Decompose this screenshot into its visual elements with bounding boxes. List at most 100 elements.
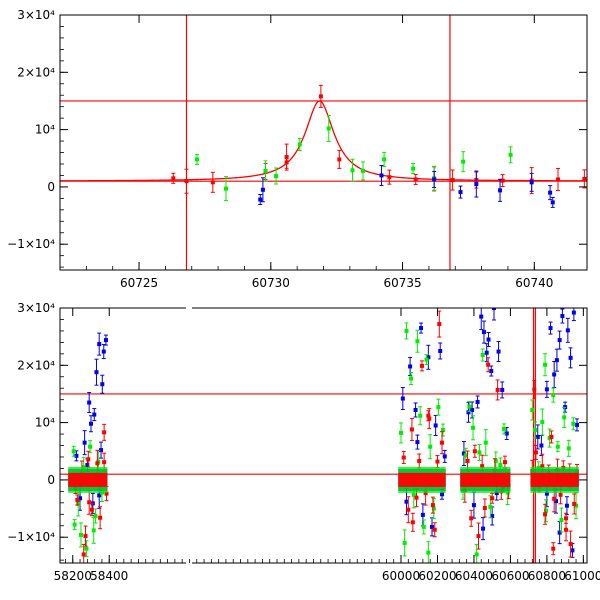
data-point-green bbox=[224, 186, 229, 191]
data-point-red bbox=[490, 496, 495, 501]
data-point-red bbox=[551, 546, 556, 551]
data-point-red bbox=[465, 459, 470, 463]
data-point-green bbox=[488, 504, 493, 509]
data-point-green bbox=[78, 532, 83, 537]
data-point-blue bbox=[420, 512, 425, 517]
data-point-red bbox=[476, 534, 481, 539]
season-gap bbox=[107, 308, 399, 563]
data-point-red bbox=[495, 387, 500, 392]
data-point-green bbox=[559, 518, 564, 523]
data-point-red bbox=[427, 416, 432, 421]
data-point-blue bbox=[89, 421, 93, 426]
data-point-blue bbox=[400, 396, 405, 401]
data-point-blue bbox=[574, 422, 579, 427]
data-point-green bbox=[471, 425, 476, 430]
data-point-red bbox=[86, 457, 91, 462]
plot-area bbox=[60, 308, 587, 563]
data-point-red bbox=[552, 496, 557, 501]
data-point-green bbox=[418, 413, 423, 418]
data-point-red bbox=[337, 157, 342, 162]
data-point-blue bbox=[101, 349, 106, 354]
data-point-blue bbox=[486, 337, 491, 342]
data-point-red bbox=[568, 542, 573, 547]
data-point-blue bbox=[82, 440, 87, 445]
baseline-band bbox=[460, 472, 511, 487]
data-point-red bbox=[572, 501, 577, 506]
data-point-red bbox=[95, 461, 100, 466]
data-point-green bbox=[483, 440, 488, 445]
data-point-blue bbox=[504, 431, 509, 436]
data-point-blue bbox=[500, 387, 505, 392]
data-point-red bbox=[472, 449, 477, 454]
data-point-green bbox=[551, 393, 556, 398]
x-tick-label: 60740 bbox=[515, 276, 553, 290]
plot-area bbox=[60, 15, 587, 270]
data-point-red bbox=[437, 322, 442, 327]
series-green bbox=[195, 114, 513, 202]
data-point-red bbox=[413, 177, 418, 182]
data-point-blue bbox=[552, 372, 557, 377]
data-point-green bbox=[421, 524, 426, 529]
data-point-red bbox=[171, 176, 176, 181]
data-point-red bbox=[532, 387, 537, 392]
x-tick-label: 60725 bbox=[120, 276, 158, 290]
data-point-blue bbox=[458, 190, 463, 195]
data-point-green bbox=[543, 508, 548, 513]
plot-frame bbox=[59, 14, 588, 271]
axis-break-top bbox=[186, 306, 192, 310]
data-point-red bbox=[409, 427, 414, 432]
data-point-red bbox=[89, 507, 94, 512]
data-point-blue bbox=[490, 514, 495, 519]
data-point-green bbox=[411, 492, 416, 497]
data-point-green bbox=[571, 421, 576, 426]
data-point-blue bbox=[565, 328, 570, 333]
data-point-green bbox=[436, 405, 441, 410]
baseline-band-red bbox=[68, 472, 579, 487]
data-point-green bbox=[297, 142, 302, 147]
data-point-blue bbox=[474, 182, 479, 187]
data-point-blue bbox=[557, 338, 562, 343]
data-point-red bbox=[486, 362, 491, 367]
axis-break-bottom bbox=[186, 561, 192, 565]
data-point-green bbox=[411, 166, 416, 171]
data-point-blue bbox=[470, 408, 475, 412]
data-point-blue bbox=[404, 499, 409, 504]
data-point-green bbox=[502, 426, 507, 431]
data-point-blue bbox=[550, 200, 555, 205]
data-point-red bbox=[582, 176, 587, 181]
data-point-green bbox=[72, 522, 77, 527]
data-point-blue bbox=[258, 197, 263, 202]
data-point-blue bbox=[484, 350, 489, 355]
data-point-red bbox=[482, 505, 487, 510]
data-point-blue bbox=[442, 454, 447, 459]
data-point-red bbox=[440, 440, 445, 445]
data-point-red bbox=[102, 460, 107, 465]
data-point-green bbox=[88, 444, 93, 449]
data-point-green bbox=[480, 352, 485, 357]
data-point-red bbox=[318, 94, 323, 99]
data-point-red bbox=[419, 363, 424, 368]
model-fit-curve bbox=[60, 100, 587, 182]
data-point-green bbox=[431, 506, 436, 511]
data-point-green bbox=[424, 357, 429, 362]
x-tick-label: 58400 bbox=[90, 569, 128, 583]
data-point-red bbox=[410, 520, 415, 525]
data-point-green bbox=[76, 501, 81, 506]
data-point-blue bbox=[413, 408, 418, 412]
data-point-blue bbox=[97, 493, 102, 498]
data-point-blue bbox=[94, 370, 99, 375]
data-point-blue bbox=[408, 364, 413, 369]
series-blue bbox=[258, 164, 555, 208]
x-tick-label: 60735 bbox=[383, 276, 421, 290]
data-point-green bbox=[530, 408, 535, 412]
data-point-green bbox=[498, 463, 503, 468]
data-point-blue bbox=[570, 548, 575, 553]
data-point-green bbox=[274, 174, 279, 179]
data-point-blue bbox=[481, 330, 486, 335]
data-point-blue bbox=[544, 387, 549, 392]
data-point-green bbox=[540, 420, 545, 425]
data-point-blue bbox=[419, 326, 424, 331]
data-point-red bbox=[210, 180, 215, 185]
y-tick-label: 10⁴ bbox=[35, 416, 55, 430]
y-tick-label: 2×10⁴ bbox=[17, 358, 55, 372]
